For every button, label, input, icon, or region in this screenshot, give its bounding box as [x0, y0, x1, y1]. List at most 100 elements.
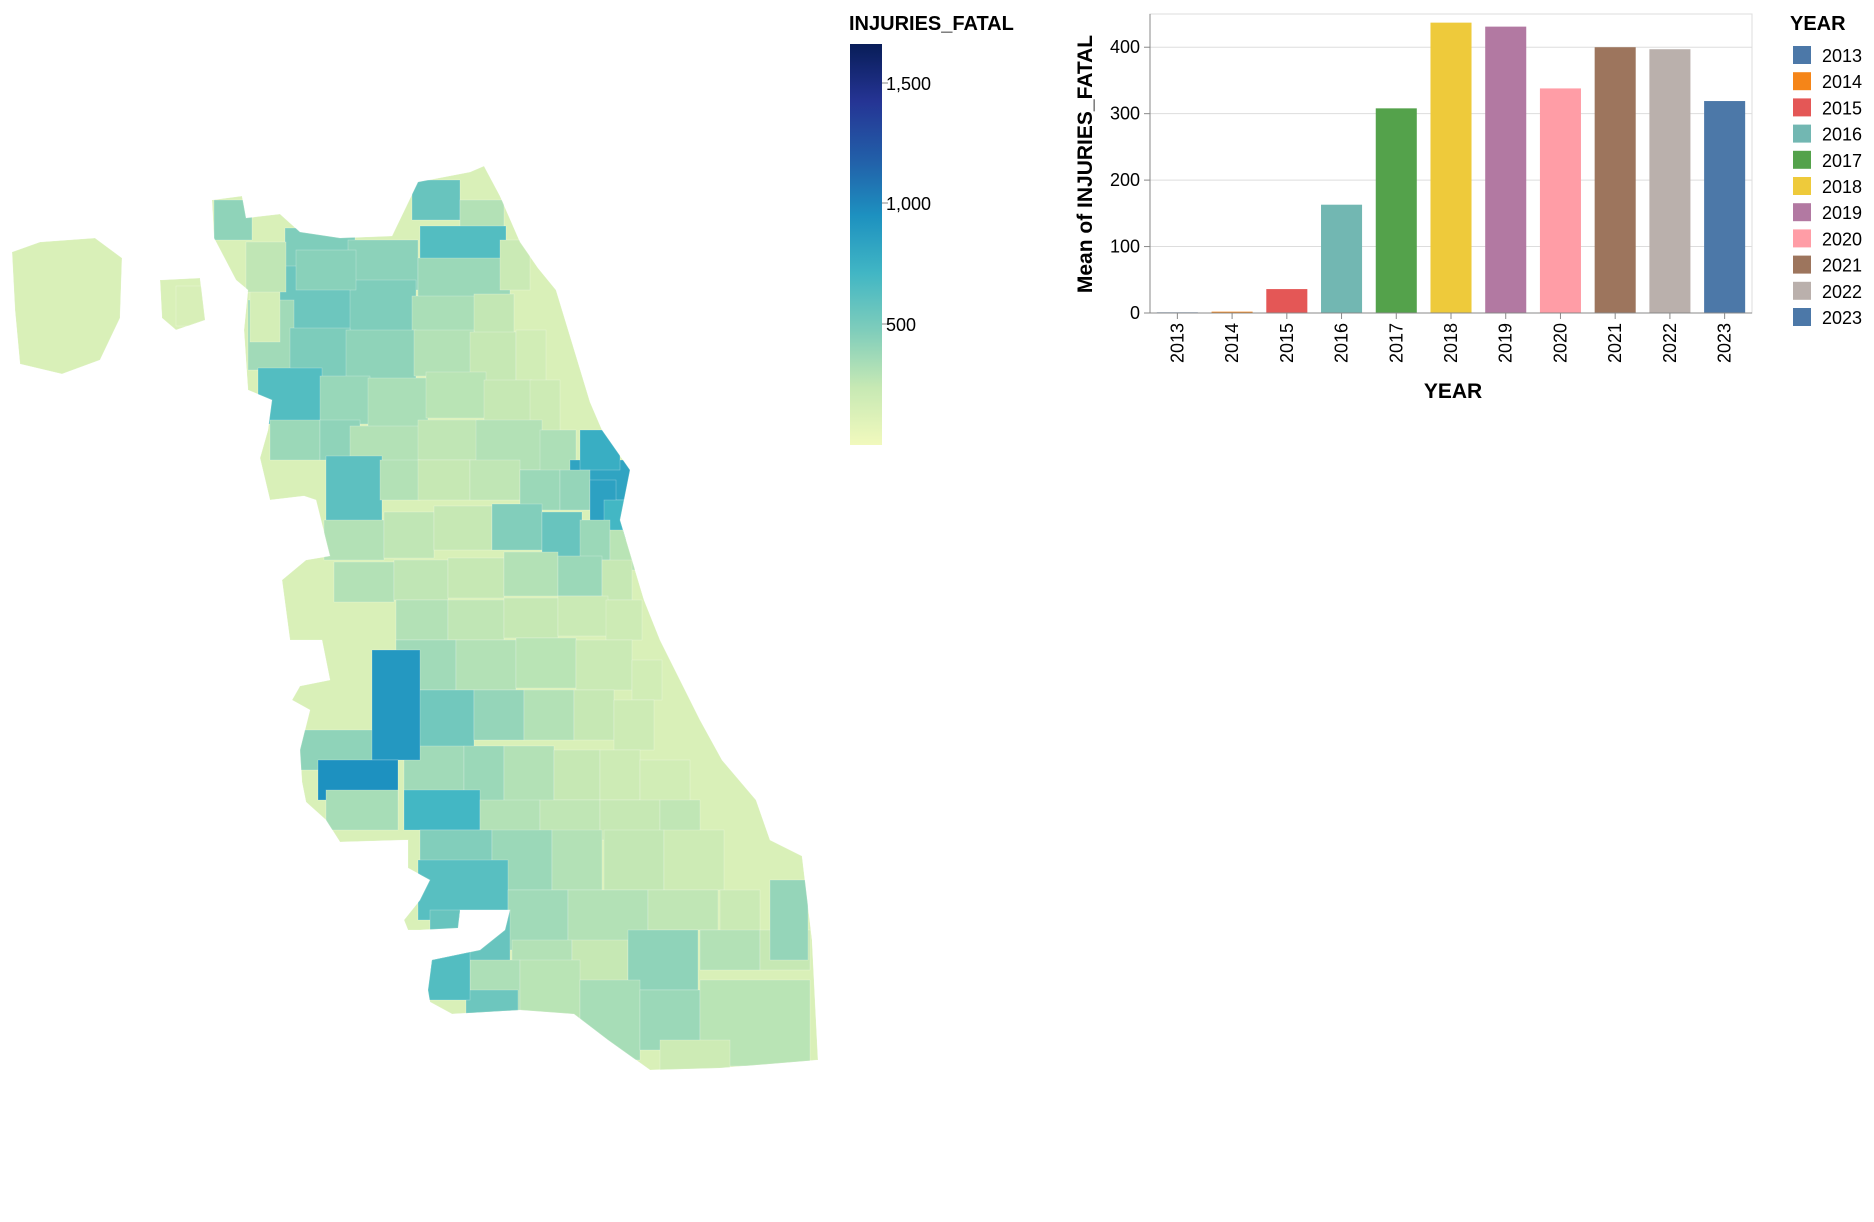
- map-region: [601, 559, 633, 601]
- bar-chart-y-axis-title: Mean of INJURIES_FATAL: [1074, 35, 1097, 293]
- x-tick-label: 2021: [1605, 323, 1625, 363]
- map-region: [425, 371, 487, 419]
- map-region: [769, 879, 809, 961]
- map-region: [323, 519, 385, 561]
- map-region: [473, 689, 525, 741]
- bar-2014: [1211, 311, 1253, 313]
- legend-label-2015: 2015: [1822, 98, 1862, 118]
- legend-label-2016: 2016: [1822, 125, 1862, 145]
- bar-legend-title: YEAR: [1790, 13, 1846, 35]
- y-tick-label: 300: [1110, 104, 1140, 124]
- map-region: [269, 419, 321, 461]
- legend-label-2013: 2013: [1822, 46, 1862, 66]
- legend-label-2017: 2017: [1822, 151, 1862, 171]
- x-tick-label: 2013: [1167, 323, 1187, 363]
- bar-2019: [1485, 26, 1527, 313]
- map-region: [551, 829, 603, 891]
- map-region: [663, 829, 725, 891]
- map-region: [503, 597, 559, 639]
- bar-chart-x-axis-title: YEAR: [1424, 380, 1482, 403]
- legend-label-2023: 2023: [1822, 308, 1862, 328]
- map-regions: [12, 166, 818, 1070]
- choropleth-map: [11, 165, 819, 1071]
- legend-label-2021: 2021: [1822, 256, 1862, 276]
- y-tick-label: 400: [1110, 37, 1140, 57]
- legend-label-2018: 2018: [1822, 177, 1862, 197]
- map-region: [659, 1039, 731, 1070]
- legend-swatch-2019: [1793, 203, 1811, 222]
- map-region: [245, 241, 287, 293]
- legend-label-2022: 2022: [1822, 282, 1862, 302]
- map-region: [333, 561, 395, 603]
- bar-2020: [1539, 88, 1581, 313]
- map-region: [605, 599, 643, 641]
- x-tick-label: 2015: [1277, 323, 1297, 363]
- map-region: [411, 179, 461, 221]
- legend-label-2020: 2020: [1822, 229, 1862, 249]
- map-region: [491, 503, 543, 551]
- map-region: [469, 459, 521, 501]
- legend-label-2014: 2014: [1822, 72, 1862, 92]
- map-region: [417, 257, 511, 299]
- bar-chart-bars: [1156, 22, 1746, 314]
- y-tick-label: 200: [1110, 170, 1140, 190]
- map-region: [647, 889, 719, 931]
- map-region: [613, 699, 655, 751]
- x-tick-label: 2020: [1550, 323, 1570, 363]
- map-region: [349, 279, 417, 335]
- map-region: [579, 519, 611, 561]
- legend-swatch-2020: [1793, 229, 1811, 248]
- map-outline: [11, 165, 819, 1071]
- map-region: [455, 639, 517, 691]
- map-region: [345, 329, 417, 381]
- legend-swatch-2018: [1793, 177, 1811, 195]
- legend-swatch-2022: [1793, 281, 1811, 300]
- bar-2021: [1594, 47, 1636, 313]
- bar-2023: [1704, 101, 1746, 313]
- map-region: [603, 829, 665, 891]
- bar-2018: [1430, 22, 1472, 313]
- legend-swatch-2017: [1793, 150, 1811, 169]
- legend-swatch-2023: [1793, 308, 1811, 326]
- bar-2017: [1375, 108, 1417, 314]
- x-tick-label: 2016: [1332, 323, 1352, 363]
- map-region: [699, 929, 761, 971]
- y-tick-label: 0: [1130, 303, 1140, 323]
- map-region: [413, 329, 475, 377]
- map-region: [557, 595, 609, 637]
- map-region: [515, 637, 577, 689]
- bar-chart-axes: 0 100 200 300 400 2013 2014 2015 2016 2017 2018 201…: [1110, 14, 1752, 363]
- map-region: [503, 551, 559, 597]
- map-region: [393, 559, 449, 601]
- y-tick-label: 100: [1110, 237, 1140, 257]
- legend-swatch-2021: [1793, 255, 1811, 274]
- map-region: [295, 249, 357, 291]
- x-tick-label: 2017: [1386, 323, 1406, 363]
- legend-swatch-2014: [1793, 72, 1811, 91]
- map-region: [447, 557, 505, 599]
- map-region: [503, 745, 555, 807]
- legend-label-2019: 2019: [1822, 203, 1862, 223]
- map-region: [417, 459, 471, 501]
- map-region: [319, 375, 371, 425]
- x-tick-label: 2019: [1496, 323, 1516, 363]
- map-region: [447, 599, 505, 641]
- legend-swatch-2016: [1793, 124, 1811, 143]
- x-tick-label: 2023: [1715, 323, 1735, 363]
- map-region: [459, 199, 505, 231]
- map-region: [417, 419, 479, 461]
- map-region: [523, 689, 575, 741]
- map-region: [383, 511, 435, 559]
- legend-swatch-2015: [1793, 98, 1811, 117]
- map-region: [411, 295, 483, 337]
- map-region: [433, 505, 493, 551]
- map-region: [599, 749, 641, 801]
- map-region: [367, 377, 429, 429]
- bar-2015: [1266, 289, 1308, 313]
- x-tick-label: 2018: [1441, 323, 1461, 363]
- bar-2016: [1321, 204, 1363, 313]
- bar-2022: [1649, 49, 1691, 314]
- map-region: [325, 789, 399, 831]
- bar-legend: 2013 2014 2015 2016 2017 2018 2019 2020 2021 2022…: [1793, 46, 1862, 328]
